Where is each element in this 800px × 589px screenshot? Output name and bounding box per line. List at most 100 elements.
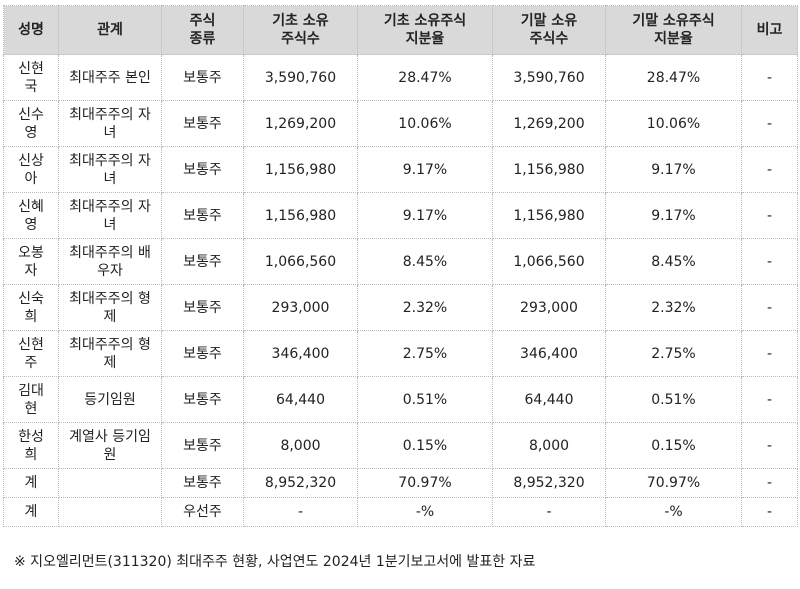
table-cell: 293,000	[243, 284, 358, 331]
table-cell: 346,400	[492, 330, 606, 377]
table-cell: 64,440	[492, 376, 606, 423]
header-cell: 기말 소유 주식수	[492, 5, 606, 55]
table-cell: -	[741, 284, 798, 331]
table-cell: 최대주주의 자녀	[58, 100, 162, 147]
table-cell: 9.17%	[605, 146, 742, 193]
table-cell: 오봉자	[3, 238, 59, 285]
table-cell: 10.06%	[605, 100, 742, 147]
header-cell: 기말 소유주식 지분율	[605, 5, 742, 55]
table-body: 신현국 최대주주 본인 보통주 3,590,760 28.47% 3,590,760 28.…	[3, 54, 798, 527]
table-cell: 보통주	[161, 284, 244, 331]
table-cell: 최대주주의 형제	[58, 284, 162, 331]
table-row: 신혜영 최대주주의 자녀 보통주 1,156,980 9.17% 1,156,980 9.1…	[3, 192, 798, 239]
table-cell: 8,952,320	[243, 468, 358, 498]
table-cell: 김대현	[3, 376, 59, 423]
table-cell: 1,269,200	[243, 100, 358, 147]
header-row: 성명 관계 주식 종류 기초 소유 주식수 기초 소유주식 지분율 기말 소유 주식수 기말…	[3, 5, 798, 55]
table-cell: 0.15%	[605, 422, 742, 469]
table-row: 계 우선주 - -% - -% -	[3, 497, 798, 527]
table-cell: 64,440	[243, 376, 358, 423]
header-cell: 성명	[3, 5, 59, 55]
table-cell: 계	[3, 497, 59, 527]
table-cell: 2.75%	[605, 330, 742, 377]
table-cell: 1,066,560	[243, 238, 358, 285]
table-cell: -	[741, 54, 798, 101]
table-cell: 28.47%	[357, 54, 493, 101]
table-cell: 계	[3, 468, 59, 498]
table-cell: 최대주주의 배우자	[58, 238, 162, 285]
table-cell: 최대주주의 자녀	[58, 146, 162, 193]
table-row: 신현국 최대주주 본인 보통주 3,590,760 28.47% 3,590,760 28.…	[3, 54, 798, 101]
table-cell: 1,156,980	[492, 192, 606, 239]
table-cell: -	[741, 192, 798, 239]
table-cell: 0.51%	[357, 376, 493, 423]
header-cell: 비고	[741, 5, 798, 55]
table-cell: 8.45%	[605, 238, 742, 285]
table-cell: 신숙희	[3, 284, 59, 331]
table-cell: -	[741, 468, 798, 498]
table-cell: -	[741, 422, 798, 469]
table-cell: -%	[357, 497, 493, 527]
header-cell: 관계	[58, 5, 162, 55]
table-cell: 70.97%	[357, 468, 493, 498]
table-cell: 346,400	[243, 330, 358, 377]
table-cell: 보통주	[161, 192, 244, 239]
table-cell: 1,269,200	[492, 100, 606, 147]
table-cell: 70.97%	[605, 468, 742, 498]
table-cell	[58, 497, 162, 527]
table-row: 신숙희 최대주주의 형제 보통주 293,000 2.32% 293,000 2.32% -	[3, 284, 798, 331]
table-row: 한성희 계열사 등기임원 보통주 8,000 0.15% 8,000 0.15% -	[3, 422, 798, 469]
table-cell: 2.32%	[357, 284, 493, 331]
table-cell: 우선주	[161, 497, 244, 527]
table-row: 김대현 등기임원 보통주 64,440 0.51% 64,440 0.51% -	[3, 376, 798, 423]
table-cell: 신현주	[3, 330, 59, 377]
table-cell: -	[741, 100, 798, 147]
table-row: 신상아 최대주주의 자녀 보통주 1,156,980 9.17% 1,156,980 9.1…	[3, 146, 798, 193]
table-cell: 보통주	[161, 422, 244, 469]
table-cell: 한성희	[3, 422, 59, 469]
table-cell: 0.51%	[605, 376, 742, 423]
table-cell: -	[741, 330, 798, 377]
table-cell: 2.32%	[605, 284, 742, 331]
table-cell: -	[741, 497, 798, 527]
table-cell: 8,952,320	[492, 468, 606, 498]
table-cell: 0.15%	[357, 422, 493, 469]
table-cell: 1,156,980	[243, 192, 358, 239]
table-cell: -	[243, 497, 358, 527]
table-cell: 3,590,760	[492, 54, 606, 101]
table-cell: 28.47%	[605, 54, 742, 101]
table-row: 신수영 최대주주의 자녀 보통주 1,269,200 10.06% 1,269,200 10…	[3, 100, 798, 147]
table-cell: 보통주	[161, 376, 244, 423]
table-cell: 1,066,560	[492, 238, 606, 285]
table-cell: 보통주	[161, 54, 244, 101]
table-row: 계 보통주 8,952,320 70.97% 8,952,320 70.97% -	[3, 468, 798, 498]
table-cell: -	[741, 376, 798, 423]
table-cell: 3,590,760	[243, 54, 358, 101]
table-cell: 9.17%	[605, 192, 742, 239]
table-row: 오봉자 최대주주의 배우자 보통주 1,066,560 8.45% 1,066,560 8.…	[3, 238, 798, 285]
table-cell: 8,000	[243, 422, 358, 469]
table-cell: 최대주주의 형제	[58, 330, 162, 377]
table-cell: 8,000	[492, 422, 606, 469]
table-cell: 9.17%	[357, 146, 493, 193]
table-cell: 신혜영	[3, 192, 59, 239]
table-cell: -	[741, 146, 798, 193]
table-cell: 보통주	[161, 468, 244, 498]
table-cell: 보통주	[161, 100, 244, 147]
table-cell: 10.06%	[357, 100, 493, 147]
table-cell: -	[492, 497, 606, 527]
footnote: ※ 지오엘리먼트(311320) 최대주주 현황, 사업연도 2024년 1분기…	[14, 554, 536, 570]
table-cell: 8.45%	[357, 238, 493, 285]
table-cell: -	[741, 238, 798, 285]
shareholder-table: 성명 관계 주식 종류 기초 소유 주식수 기초 소유주식 지분율 기말 소유 주식수 기말…	[3, 5, 798, 527]
header-cell: 기초 소유주식 지분율	[357, 5, 493, 55]
table-cell: 계열사 등기임원	[58, 422, 162, 469]
table-cell: 293,000	[492, 284, 606, 331]
table-row: 신현주 최대주주의 형제 보통주 346,400 2.75% 346,400 2.75% -	[3, 330, 798, 377]
table-cell: 신현국	[3, 54, 59, 101]
table-cell: 1,156,980	[243, 146, 358, 193]
header-cell: 주식 종류	[161, 5, 244, 55]
table-cell: 2.75%	[357, 330, 493, 377]
table-cell: 최대주주 본인	[58, 54, 162, 101]
